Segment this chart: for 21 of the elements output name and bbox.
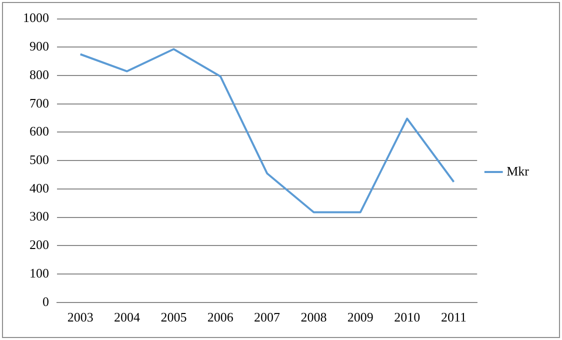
y-tick-label: 900 [30, 38, 49, 54]
y-tick-label: 400 [30, 180, 49, 196]
y-tick-label: 1000 [23, 10, 49, 26]
x-tick-label: 2008 [300, 310, 327, 325]
x-tick-label: 2010 [394, 310, 420, 325]
y-tick-label: 800 [30, 66, 49, 82]
x-tick-label: 2009 [347, 310, 374, 325]
y-tick-label: 300 [30, 208, 49, 224]
y-tick-label: 200 [30, 237, 49, 252]
x-tick-label: 2007 [254, 310, 281, 325]
legend-label: Mkr [506, 163, 530, 178]
x-tick-label: 2005 [160, 310, 187, 325]
x-tick-label: 2003 [67, 310, 94, 325]
y-tick-label: 0 [42, 294, 49, 309]
x-tick-label: 2006 [207, 310, 234, 325]
y-tick-label: 100 [30, 265, 49, 280]
y-tick-label: 500 [30, 152, 49, 168]
y-tick-label: 600 [30, 124, 49, 139]
y-tick-label: 700 [30, 95, 49, 110]
x-tick-label: 2011 [441, 310, 467, 325]
x-tick-label: 2004 [114, 310, 141, 325]
